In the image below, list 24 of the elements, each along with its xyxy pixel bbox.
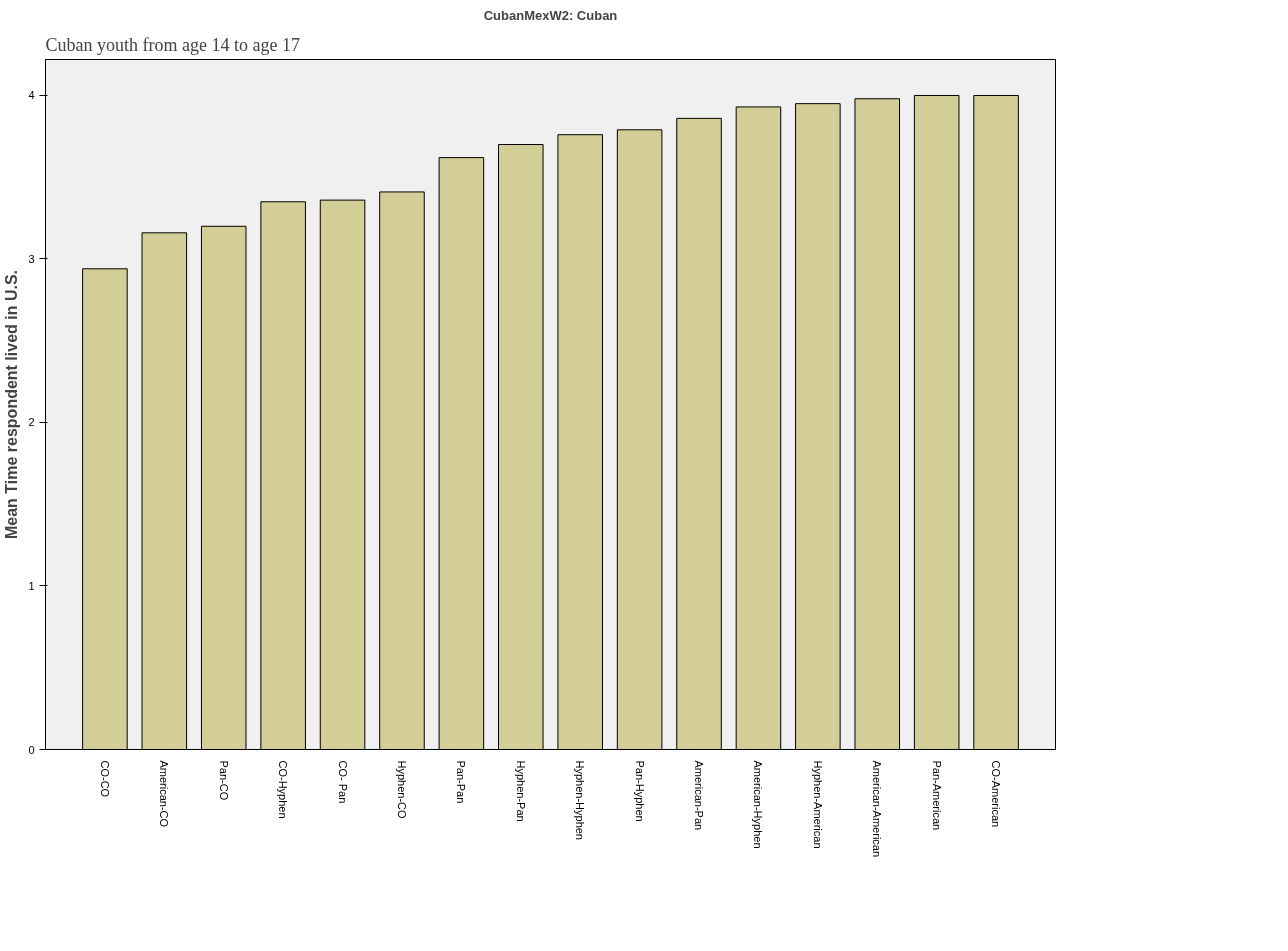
x-tick-label: Hyphen-Pan bbox=[514, 760, 527, 822]
x-tick-label: Hyphen-Hyphen bbox=[574, 760, 587, 840]
chart-title: CubanMexW2: Cuban bbox=[483, 7, 618, 23]
y-tick-label: 2 bbox=[28, 416, 35, 429]
y-tick-label: 4 bbox=[28, 89, 35, 102]
y-tick-label: 3 bbox=[28, 252, 35, 265]
text: Cuban youth from age 14 to age 17 bbox=[45, 34, 300, 55]
x-tick-label: American-Hyphen bbox=[752, 760, 765, 849]
x-tick-label: CO-CO bbox=[98, 760, 111, 798]
x-tick-label: American-Pan bbox=[693, 760, 706, 831]
y-tick-label: 1 bbox=[28, 579, 35, 592]
y-axis-title: Mean Time respondent lived in U.S. bbox=[3, 269, 21, 540]
x-tick-label: CO-Hyphen bbox=[277, 760, 290, 819]
x-tick-label: Pan-CO bbox=[217, 760, 230, 801]
x-tick-label: CO- Pan bbox=[336, 760, 349, 804]
x-tick-label: Pan-Pan bbox=[455, 760, 468, 804]
x-tick-label: Pan-American bbox=[930, 760, 943, 831]
x-tick-label: Pan-Hyphen bbox=[633, 760, 646, 822]
x-tick-label: American-CO bbox=[158, 760, 171, 828]
x-tick-label: American-American bbox=[871, 760, 884, 858]
x-tick-label: Hyphen-CO bbox=[395, 760, 408, 820]
x-tick-label: CO-American bbox=[990, 760, 1003, 828]
x-tick-label: Hyphen-American bbox=[811, 760, 824, 849]
y-tick-label: 0 bbox=[28, 743, 35, 756]
